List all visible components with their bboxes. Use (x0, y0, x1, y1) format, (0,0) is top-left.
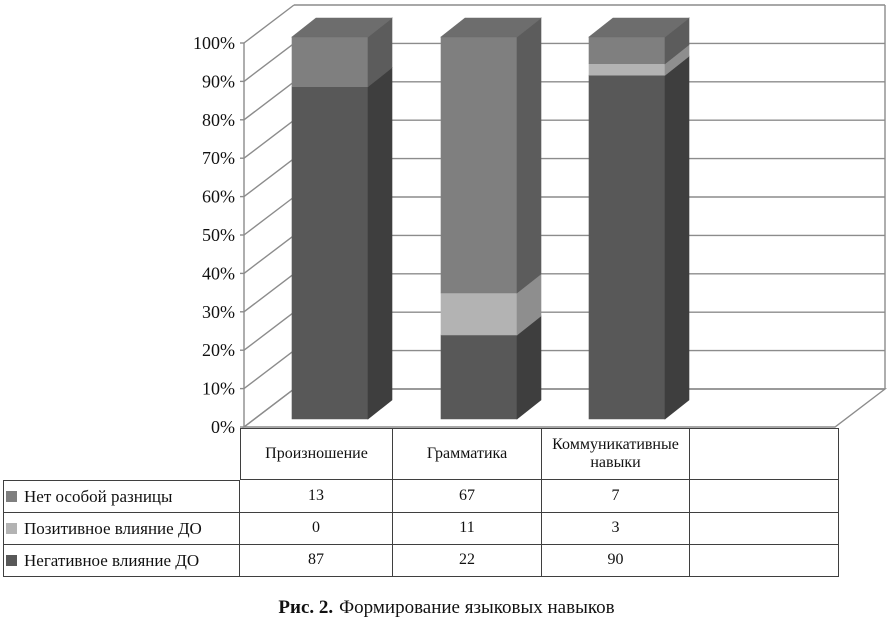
bar-top-face (588, 17, 690, 38)
side-wall-gridline (243, 4, 295, 44)
side-wall-gridline (243, 42, 295, 82)
legend-label: Позитивное влияние ДО (24, 518, 202, 538)
value-cell-empty (690, 480, 839, 513)
legend-key-negative-icon (6, 555, 17, 566)
bar-segment-front (440, 292, 518, 336)
y-axis-label: 0% (211, 417, 235, 437)
bar-segment-front (588, 63, 666, 76)
bar-group-2 (440, 17, 542, 420)
legend-key-positive-icon (6, 523, 17, 534)
value-cell: 7 (542, 480, 690, 513)
bar-segment-side (367, 67, 393, 420)
category-header-pronunciation: Произношение (240, 428, 393, 480)
legend-label: Негативное влияние ДО (24, 550, 200, 570)
caption-prefix: Рис. 2. (278, 597, 334, 618)
value-cell: 67 (393, 480, 542, 513)
bar-top-face (440, 17, 542, 38)
bar-group-3 (588, 17, 690, 420)
bar-top-face (291, 17, 393, 38)
y-axis-label: 30% (202, 302, 235, 322)
legend-key-no-difference-icon (6, 491, 17, 502)
y-axis-label: 100% (193, 33, 235, 53)
y-axis-label: 10% (202, 379, 235, 399)
side-wall-gridline (243, 158, 295, 198)
side-wall-gridline (243, 196, 295, 236)
y-axis-label: 60% (202, 187, 235, 207)
y-axis-label: 20% (202, 340, 235, 360)
bar-segment-front (291, 36, 369, 87)
data-table: Произношение Грамматика Коммуникативные … (3, 428, 839, 577)
y-axis-label: 70% (202, 148, 235, 168)
value-cell: 90 (542, 545, 690, 577)
bar-segment-front (440, 334, 518, 420)
value-cell: 0 (240, 513, 393, 545)
value-cell: 87 (240, 545, 393, 577)
side-wall-gridline (243, 388, 295, 428)
y-axis-label: 50% (202, 225, 235, 245)
figure-caption: Рис. 2. Формирование языковых навыков (0, 597, 893, 619)
bar-segment-front (588, 74, 666, 420)
legend-row-negative-influence: Негативное влияние ДО (3, 545, 240, 577)
bar-segment-front (588, 36, 666, 65)
side-wall-gridline (243, 119, 295, 159)
y-axis-label: 80% (202, 110, 235, 130)
caption-text: Формирование языковых навыков (339, 597, 615, 618)
category-header-empty (690, 428, 839, 480)
y-axis-label: 40% (202, 263, 235, 283)
side-wall-gridline (243, 273, 295, 313)
y-axis-label: 90% (202, 71, 235, 91)
table-corner-blank-cell (3, 428, 240, 480)
side-wall-gridline (243, 311, 295, 351)
side-wall-gridline (243, 350, 295, 390)
bar-group-1 (291, 17, 393, 420)
category-header-communication: Коммуникативные навыки (542, 428, 690, 480)
value-cell-empty (690, 545, 839, 577)
category-header-grammar: Грамматика (393, 428, 542, 480)
bar-segment-front (440, 36, 518, 294)
side-wall-gridline (243, 234, 295, 274)
side-wall-gridline (243, 81, 295, 121)
legend-label: Нет особой разницы (24, 486, 173, 506)
value-cell: 22 (393, 545, 542, 577)
bar-segment-side (516, 17, 542, 294)
bar-segment-side (664, 55, 690, 420)
bar-segment-front (291, 86, 369, 420)
legend-row-no-difference: Нет особой разницы (3, 480, 240, 513)
value-cell: 11 (393, 513, 542, 545)
value-cell: 3 (542, 513, 690, 545)
legend-row-positive-influence: Позитивное влияние ДО (3, 513, 240, 545)
value-cell: 13 (240, 480, 393, 513)
value-cell-empty (690, 513, 839, 545)
